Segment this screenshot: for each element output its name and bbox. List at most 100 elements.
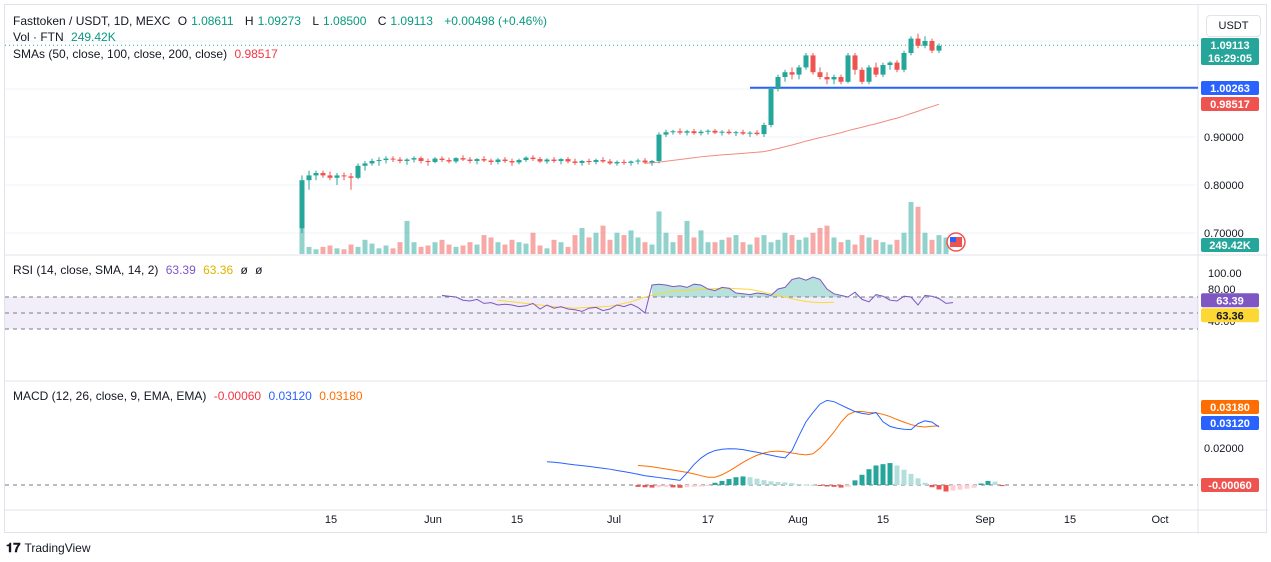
candle-body (908, 38, 914, 53)
macd-line-value: 0.03120 (268, 389, 312, 403)
macd-histogram-bar (705, 485, 711, 486)
time-tick-label: 15 (1064, 514, 1076, 526)
candle-body (621, 161, 627, 163)
time-tick-label: Jul (607, 514, 621, 526)
macd-histogram-bar (789, 483, 795, 485)
candle-body (831, 77, 837, 80)
volume-bar (621, 235, 627, 254)
volume-legend: Vol · FTN 249.42K (13, 30, 120, 44)
chart-canvas[interactable]: 0.700000.800000.900001.0911316:29:051.00… (5, 5, 1268, 534)
candle-body (586, 161, 592, 162)
rsi-label[interactable]: RSI (14, close, SMA, 14, 2) (13, 263, 159, 277)
rsi-overbought-fill (729, 288, 736, 297)
candle-body (439, 158, 445, 161)
rsi-overbought-fill (820, 279, 827, 297)
volume-bar (649, 244, 655, 254)
volume-bar (439, 239, 445, 254)
tradingview-logo-icon[interactable]: 𝟏𝟕 (6, 540, 21, 555)
candle-body (866, 67, 872, 82)
macd-histogram-bar (740, 476, 746, 485)
candle-body (761, 125, 767, 135)
brand-label[interactable]: TradingView (24, 541, 91, 555)
candle-body (530, 157, 536, 160)
time-tick-label: Oct (1151, 514, 1168, 526)
volume-bar (425, 245, 431, 254)
macd-histogram-bar (656, 485, 662, 488)
candle-body (593, 160, 599, 162)
macd-histogram-bar (894, 465, 900, 485)
rsi-line (441, 276, 954, 314)
candle-body (579, 161, 585, 163)
macd-histogram-bar (964, 485, 970, 489)
volume-bar (642, 242, 648, 254)
rsi-ma-value: 63.36 (203, 263, 234, 277)
rsi-overbought-fill (785, 279, 792, 297)
volume-bar (635, 237, 641, 254)
volume-value: 249.42K (71, 30, 116, 44)
rsi-overbought-fill (855, 292, 862, 300)
candle-body (495, 159, 501, 162)
footer: 𝟏𝟕 TradingView (6, 540, 91, 556)
rsi-overbought-fill (687, 284, 694, 297)
candle-body (635, 160, 641, 162)
candle-body (628, 161, 634, 163)
currency-button[interactable]: USDT (1206, 15, 1261, 37)
candle-body (334, 175, 340, 178)
macd-histogram-bar (726, 479, 732, 485)
sma-label[interactable]: SMAs (50, close, 100, close, 200, close) (13, 47, 228, 61)
candle-body (383, 158, 389, 161)
macd-histogram-bar (992, 481, 998, 485)
close-value: 1.09113 (390, 14, 433, 28)
rsi-tick-label: 80.00 (1208, 284, 1236, 296)
candle-body (544, 159, 550, 162)
macd-line-label-bg (1201, 416, 1259, 430)
macd-signal-label: 0.03180 (1210, 402, 1250, 414)
open-value: 1.08611 (191, 14, 234, 28)
volume-bar (488, 237, 494, 254)
rsi-overbought-fill (813, 277, 820, 297)
price-tick-label: 0.70000 (1204, 228, 1244, 240)
volume-bar (313, 249, 319, 254)
macd-histogram-bar (670, 485, 676, 488)
time-tick-label: 17 (702, 514, 714, 526)
candle-body (894, 62, 900, 70)
candle-body (691, 131, 697, 134)
candle-body (474, 159, 480, 161)
macd-histogram-bar (817, 485, 823, 486)
volume-bar (306, 246, 312, 254)
volume-bar (523, 243, 529, 254)
macd-label[interactable]: MACD (12, 26, close, 9, EMA, EMA) (13, 389, 207, 403)
macd-histogram-bar (936, 485, 942, 490)
volume-bar (691, 237, 697, 254)
volume-bar (327, 245, 333, 254)
macd-histogram-bar (754, 478, 760, 485)
volume-bar (754, 237, 760, 254)
volume-bar (600, 225, 606, 254)
macd-histogram-bar (957, 485, 963, 490)
candle-body (355, 165, 361, 178)
macd-histogram-bar (831, 485, 837, 487)
main-legend: Fasttoken / USDT, 1D, MEXC O 1.08611 H 1.0… (13, 14, 551, 28)
low-value: 1.08500 (323, 14, 367, 28)
macd-histogram-bar (768, 481, 774, 485)
macd-hist-value: -0.00060 (213, 389, 262, 403)
candle-body (929, 41, 935, 51)
volume-bar (901, 232, 907, 254)
rsi-overbought-fill (708, 289, 715, 297)
last-price-label-bg (1201, 38, 1259, 65)
volume-bar (397, 242, 403, 254)
macd-histogram-bar (712, 482, 718, 485)
rsi-overbought-fill (778, 287, 785, 297)
candle-body (481, 159, 487, 161)
macd-histogram-bar (922, 482, 928, 485)
chart-frame: 0.70000 0.80000 0.90000 1.09113 16:29:05 1.00… (4, 4, 1268, 534)
volume-bar (467, 242, 473, 254)
macd-histogram-bar (971, 485, 977, 488)
volume-bar (936, 235, 942, 254)
macd-histogram-bar (824, 485, 830, 487)
symbol-label[interactable]: Fasttoken / USDT, 1D, MEXC (13, 14, 171, 28)
macd-signal-value: 0.03180 (319, 389, 363, 403)
volume-bar (670, 242, 676, 254)
rsi-value-label: 63.39 (1216, 295, 1244, 307)
volume-label: Vol · FTN (13, 30, 64, 44)
